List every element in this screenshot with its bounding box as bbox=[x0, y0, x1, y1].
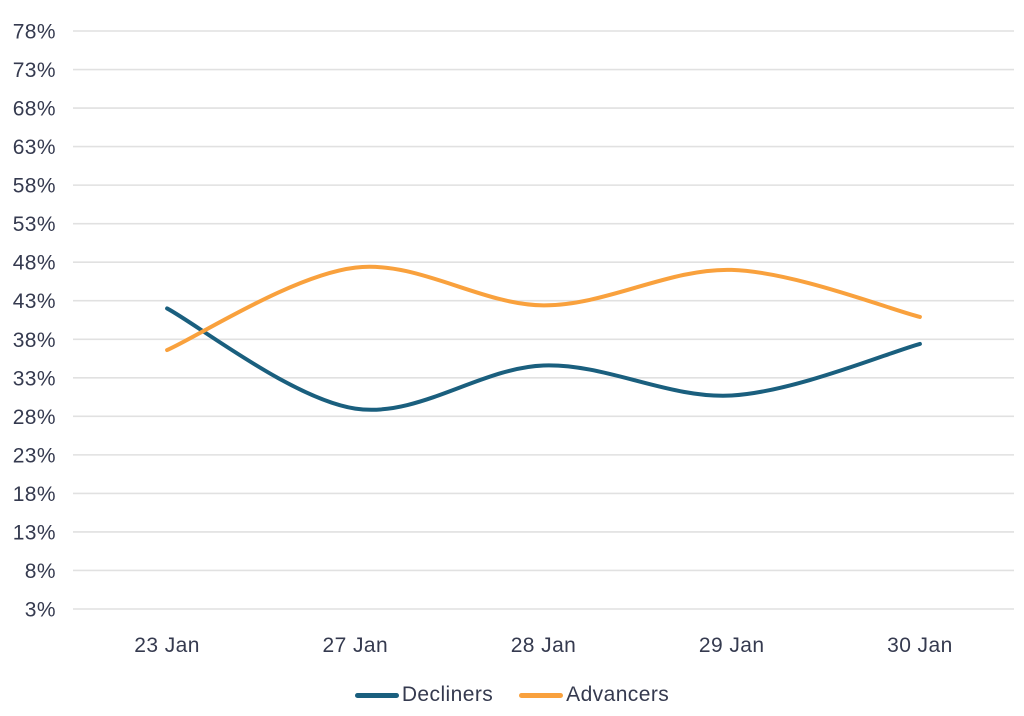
y-tick-label: 38% bbox=[13, 329, 56, 352]
y-tick-label: 28% bbox=[13, 406, 56, 429]
x-tick-label: 29 Jan bbox=[699, 634, 765, 657]
legend-swatch-decliners bbox=[354, 692, 399, 698]
y-tick-label: 78% bbox=[13, 21, 56, 44]
decliners-line bbox=[165, 306, 922, 412]
legend-item-decliners[interactable]: Decliners bbox=[354, 682, 494, 708]
legend: Decliners Advancers bbox=[0, 682, 1024, 708]
legend-label: Decliners bbox=[401, 683, 494, 706]
y-tick-label: 18% bbox=[13, 483, 56, 506]
legend-item-advancers[interactable]: Advancers bbox=[519, 682, 669, 708]
y-tick-label: 48% bbox=[13, 252, 56, 275]
y-tick-label: 73% bbox=[13, 59, 56, 82]
y-tick-label: 63% bbox=[13, 136, 56, 159]
legend-swatch-advancers bbox=[519, 692, 564, 698]
y-tick-label: 23% bbox=[13, 444, 56, 467]
x-tick-label: 30 Jan bbox=[887, 634, 953, 657]
y-tick-label: 58% bbox=[13, 175, 56, 198]
legend-label: Advancers bbox=[566, 683, 670, 706]
y-tick-label: 33% bbox=[13, 367, 56, 390]
y-tick-label: 43% bbox=[13, 290, 56, 313]
y-tick-label: 53% bbox=[13, 213, 56, 236]
advancers-line bbox=[165, 264, 922, 353]
y-tick-label: 13% bbox=[13, 521, 56, 544]
x-tick-label: 28 Jan bbox=[511, 634, 577, 657]
x-tick-label: 27 Jan bbox=[323, 634, 389, 657]
y-tick-label: 68% bbox=[13, 98, 56, 121]
y-tick-label: 8% bbox=[25, 560, 56, 583]
y-tick-label: 3% bbox=[25, 599, 56, 622]
x-tick-label: 23 Jan bbox=[134, 634, 200, 657]
